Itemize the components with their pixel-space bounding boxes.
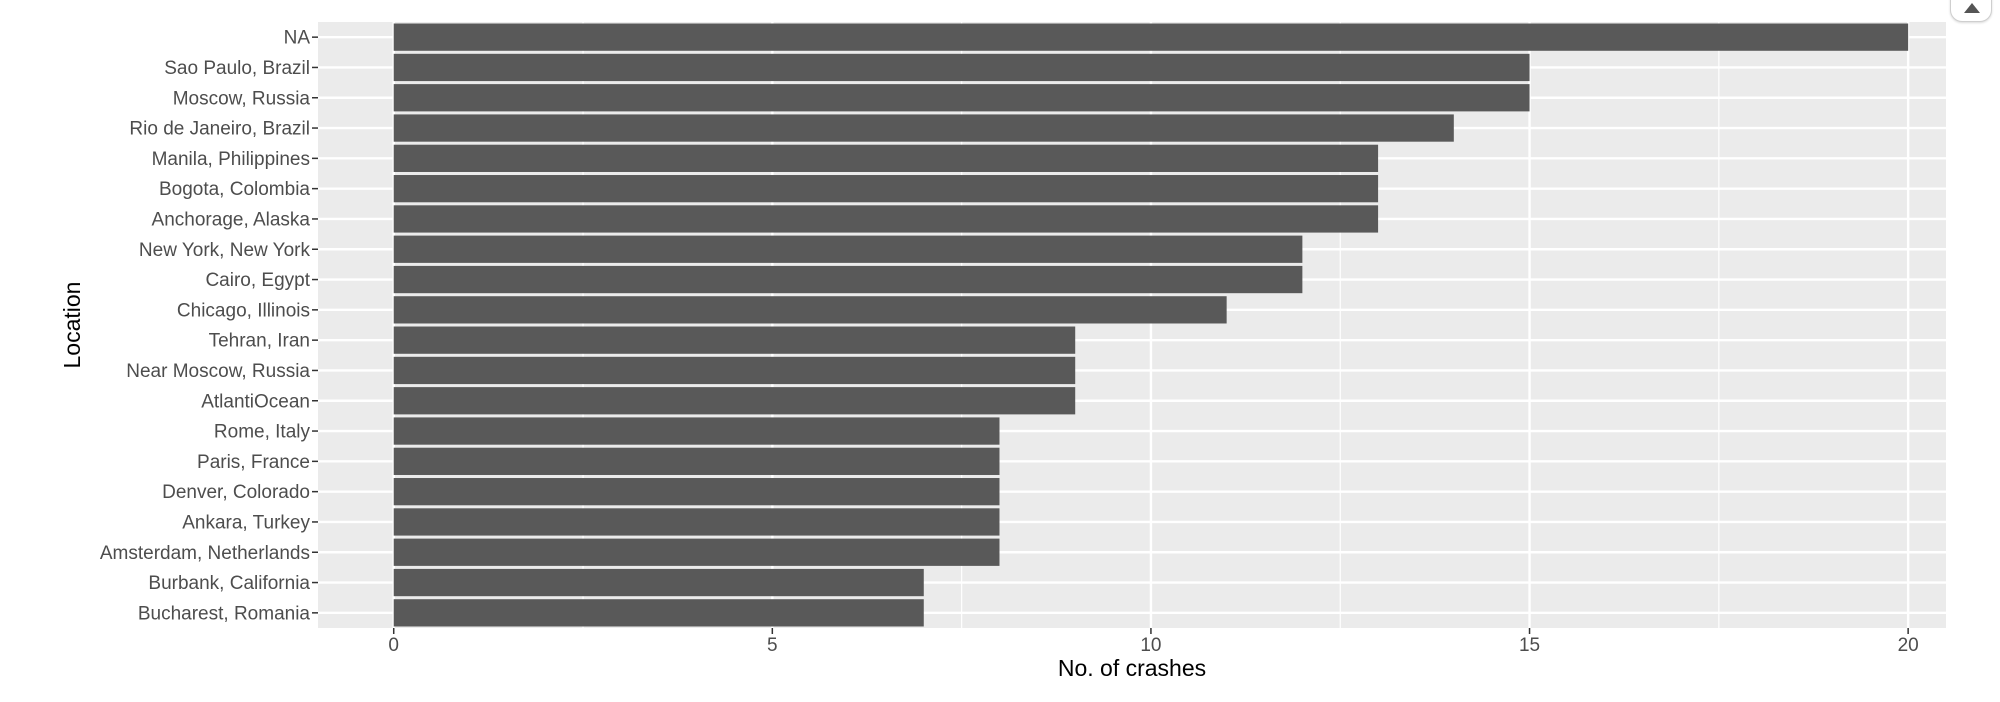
chevron-up-icon [1964,3,1980,13]
bar [393,175,1379,203]
y-tick-label: New York, New York [139,240,311,261]
bar [393,84,1530,112]
bars [393,23,1909,627]
bar [393,23,1909,51]
bar [393,296,1227,324]
bar [393,265,1303,294]
y-tick-label: NA [284,28,311,49]
bar [393,205,1379,233]
y-tick-label: Chicago, Illinois [177,300,310,321]
y-tick-label: Rome, Italy [214,422,311,443]
y-tick-label: Cairo, Egypt [205,270,310,291]
x-tick-label: 20 [1898,635,1919,656]
y-tick-label: Bogota, Colombia [159,179,310,200]
y-tick-label: Ankara, Turkey [182,512,310,533]
bar [393,478,1000,506]
x-tick-label: 15 [1519,635,1540,656]
x-tick-label: 5 [767,635,778,656]
bar [393,356,1076,385]
bar [393,568,924,597]
y-tick-label: Manila, Philippines [152,149,310,170]
bar [393,235,1303,263]
y-tick-label: Bucharest, Romania [138,603,311,624]
y-tick-label: Tehran, Iran [209,331,310,352]
y-tick-label: Near Moscow, Russia [126,361,310,382]
x-tick-label: 10 [1140,635,1161,656]
y-tick-label: Anchorage, Alaska [152,209,311,230]
bar [393,326,1076,354]
x-axis-title: No. of crashes [1058,655,1206,681]
scroll-to-top-button[interactable] [1950,0,1992,22]
bar [393,538,1000,566]
y-tick-label: Denver, Colorado [162,482,310,503]
y-tick-label: Paris, France [197,452,310,473]
y-tick-label: Amsterdam, Netherlands [100,543,310,564]
bar [393,53,1530,82]
x-axis: 0 5 10 15 20 [388,628,1919,656]
y-tick-label: Rio de Janeiro, Brazil [129,119,310,140]
y-tick-label: Burbank, California [148,573,310,594]
bar [393,417,1000,445]
bar [393,447,1000,475]
y-tick-label: Moscow, Russia [173,88,311,109]
y-tick-label: AtlantiOcean [201,391,310,412]
bar [393,599,924,627]
bar [393,508,1000,536]
x-tick-label: 0 [388,635,399,656]
plot-panel [318,22,1946,628]
y-axis-title: Location [59,282,85,369]
y-tick-label: Sao Paulo, Brazil [164,58,310,79]
y-axis: NA Sao Paulo, Brazil Moscow, Russia Rio de … [100,28,318,624]
bar [393,144,1379,172]
bar [393,114,1454,142]
bar [393,387,1076,415]
